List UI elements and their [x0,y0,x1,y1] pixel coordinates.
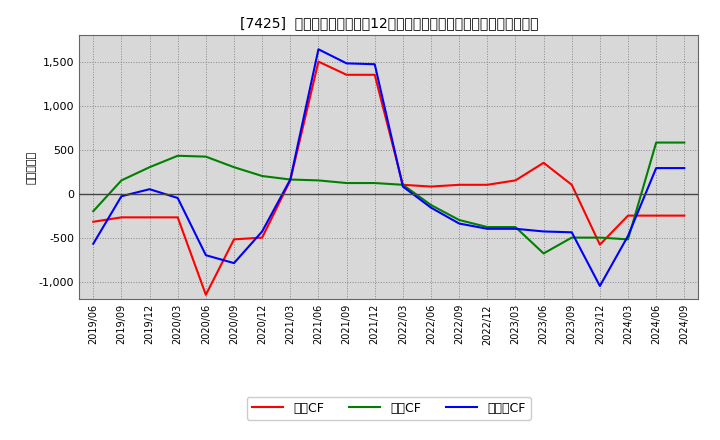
フリーCF [342,61,351,66]
投資CF [202,154,210,159]
投資CF [595,235,604,240]
フリーCF [539,229,548,234]
フリーCF [230,260,238,266]
フリーCF [624,233,632,238]
営業CF [539,160,548,165]
投資CF [145,165,154,170]
Line: 営業CF: 営業CF [94,62,684,295]
Legend: 営業CF, 投資CF, フリーCF: 営業CF, 投資CF, フリーCF [247,397,531,420]
営業CF [624,213,632,218]
投資CF [483,224,492,230]
投資CF [624,237,632,242]
フリーCF [314,47,323,52]
営業CF [174,215,182,220]
投資CF [427,202,436,208]
フリーCF [511,226,520,231]
フリーCF [399,184,408,189]
営業CF [483,182,492,187]
営業CF [89,219,98,224]
営業CF [342,72,351,77]
投資CF [342,180,351,186]
Y-axis label: （百万円）: （百万円） [26,150,36,184]
フリーCF [483,226,492,231]
営業CF [567,182,576,187]
投資CF [680,140,688,145]
投資CF [370,180,379,186]
営業CF [680,213,688,218]
フリーCF [652,165,660,171]
フリーCF [595,283,604,289]
投資CF [652,140,660,145]
投資CF [399,182,408,187]
営業CF [511,178,520,183]
フリーCF [455,221,464,226]
営業CF [117,215,126,220]
投資CF [174,153,182,158]
投資CF [89,209,98,214]
フリーCF [202,253,210,258]
フリーCF [680,165,688,171]
フリーCF [89,241,98,246]
フリーCF [117,194,126,199]
Line: 投資CF: 投資CF [94,143,684,253]
営業CF [230,237,238,242]
投資CF [230,165,238,170]
フリーCF [427,205,436,210]
営業CF [455,182,464,187]
投資CF [455,217,464,223]
投資CF [539,251,548,256]
営業CF [427,184,436,189]
営業CF [399,182,408,187]
営業CF [202,292,210,297]
投資CF [117,178,126,183]
投資CF [258,173,266,179]
フリーCF [145,187,154,192]
フリーCF [370,62,379,67]
営業CF [258,235,266,240]
投資CF [286,177,294,182]
営業CF [286,178,294,183]
Title: [7425]  キャッシュフローの12か月移動合計の対前年同期増減額の推移: [7425] キャッシュフローの12か月移動合計の対前年同期増減額の推移 [240,16,538,30]
Line: フリーCF: フリーCF [94,49,684,286]
投資CF [511,224,520,230]
投資CF [314,178,323,183]
営業CF [595,242,604,247]
フリーCF [258,229,266,234]
フリーCF [286,177,294,182]
フリーCF [567,230,576,235]
営業CF [314,59,323,64]
営業CF [370,72,379,77]
営業CF [145,215,154,220]
投資CF [567,235,576,240]
営業CF [652,213,660,218]
フリーCF [174,195,182,201]
